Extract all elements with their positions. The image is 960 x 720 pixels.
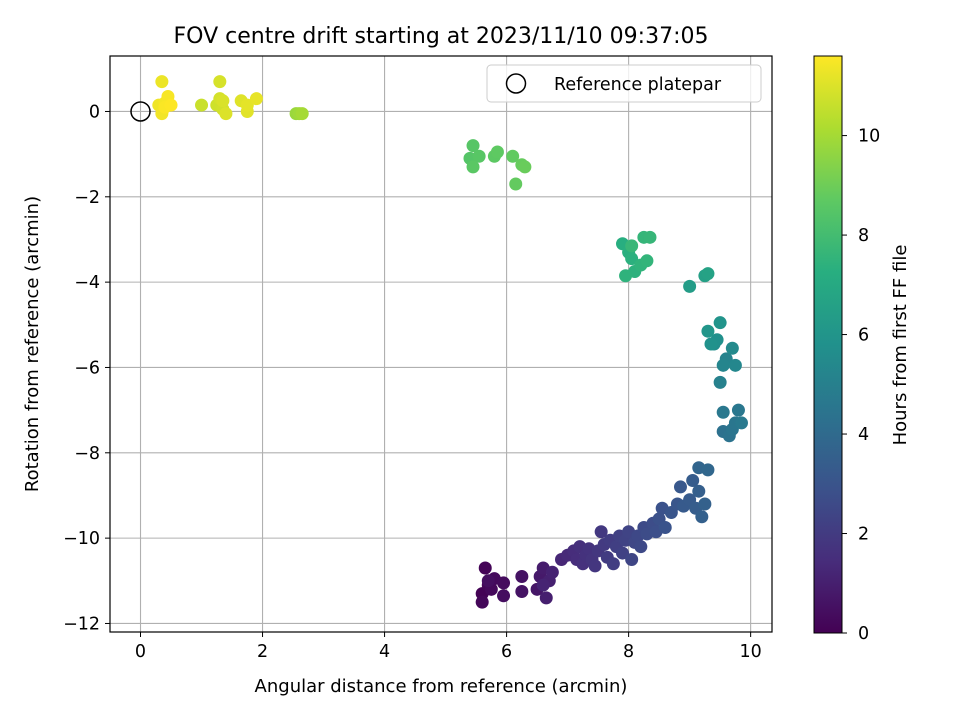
data-point <box>725 341 739 355</box>
data-point <box>619 269 633 283</box>
colorbar-tick-label: 2 <box>858 525 869 545</box>
data-point <box>164 98 178 112</box>
data-point <box>701 267 715 281</box>
data-point <box>728 358 742 372</box>
data-point <box>490 145 504 159</box>
data-point <box>625 239 639 253</box>
data-point <box>658 520 672 534</box>
colorbar-tick-label: 0 <box>858 624 869 644</box>
data-point <box>716 405 730 419</box>
data-point <box>466 139 480 153</box>
plot-area-frame <box>109 55 773 633</box>
y-axis-label: Rotation from reference (arcmin) <box>22 196 43 492</box>
data-point <box>515 570 529 584</box>
x-tick-label: 0 <box>135 642 146 662</box>
data-point <box>509 177 523 191</box>
x-tick-label: 8 <box>623 642 634 662</box>
data-point <box>713 316 727 330</box>
legend: Reference platepar <box>486 64 762 103</box>
data-point <box>249 92 263 106</box>
colorbar-ticks: 0 2 4 6 8 10 <box>842 127 880 644</box>
legend-entry-reference: Reference platepar <box>554 75 722 95</box>
legend-marker-icon <box>505 73 527 94</box>
colorbar-tick-label: 4 <box>858 425 869 445</box>
data-point <box>515 584 529 598</box>
data-point <box>713 375 727 389</box>
data-point <box>506 149 520 163</box>
data-point <box>673 480 687 494</box>
x-tick-label: 10 <box>740 642 762 662</box>
reference-platepar-marker <box>130 101 151 122</box>
data-point <box>219 107 233 121</box>
colorbar: 0 2 4 6 8 10 Hours from first FF file <box>813 55 911 644</box>
y-tick-label: −4 <box>74 273 100 293</box>
data-point <box>195 98 209 112</box>
data-point <box>545 565 559 579</box>
data-point <box>213 75 227 89</box>
data-point <box>481 574 495 588</box>
colorbar-tick-label: 10 <box>858 127 880 147</box>
data-point <box>692 484 706 498</box>
data-point <box>155 75 169 89</box>
x-tick-label: 6 <box>501 642 512 662</box>
data-point <box>497 576 511 590</box>
data-point <box>625 552 639 566</box>
x-tick-label: 2 <box>257 642 268 662</box>
data-point <box>634 540 648 554</box>
data-point <box>640 254 654 268</box>
x-axis-label: Angular distance from reference (arcmin) <box>255 676 628 697</box>
data-point <box>701 324 715 338</box>
y-tick-label: −2 <box>74 188 100 208</box>
grid-lines <box>110 56 772 632</box>
y-tick-label: −8 <box>74 444 100 464</box>
colorbar-label: Hours from first FF file <box>890 245 911 446</box>
data-points <box>152 75 748 609</box>
x-axis-ticks: 0 2 4 6 8 10 <box>135 632 762 662</box>
data-point <box>472 149 486 163</box>
data-point <box>295 107 309 121</box>
colorbar-tick-label: 8 <box>858 226 869 246</box>
data-point <box>686 474 700 488</box>
data-point <box>594 525 608 539</box>
data-point <box>731 403 745 417</box>
legend-box <box>486 64 762 103</box>
y-tick-label: −12 <box>63 614 100 634</box>
data-point <box>497 589 511 603</box>
data-point <box>466 160 480 174</box>
data-point <box>734 416 748 430</box>
data-point <box>216 94 230 108</box>
data-point <box>625 252 639 266</box>
data-point <box>643 230 657 244</box>
data-point <box>616 546 630 560</box>
y-tick-label: −10 <box>63 529 100 549</box>
colorbar-tick-label: 6 <box>858 326 869 346</box>
data-point <box>475 595 489 609</box>
data-point <box>240 98 254 112</box>
data-point <box>716 358 730 372</box>
data-point <box>536 578 550 592</box>
data-point <box>701 463 715 477</box>
data-point <box>683 279 697 293</box>
data-point <box>539 591 553 605</box>
y-axis-ticks: 0 −2 −4 −6 −8 −10 −12 <box>63 102 110 634</box>
data-point <box>588 559 602 573</box>
data-point <box>478 561 492 575</box>
data-point <box>695 510 709 524</box>
data-point <box>606 557 620 571</box>
data-point <box>698 497 712 511</box>
y-tick-label: 0 <box>89 102 100 122</box>
colorbar-gradient <box>813 55 843 634</box>
y-tick-label: −6 <box>74 358 100 378</box>
data-point <box>704 337 718 351</box>
data-point <box>518 160 532 174</box>
chart-title: FOV centre drift starting at 2023/11/10 … <box>174 24 709 49</box>
x-tick-label: 4 <box>379 642 390 662</box>
